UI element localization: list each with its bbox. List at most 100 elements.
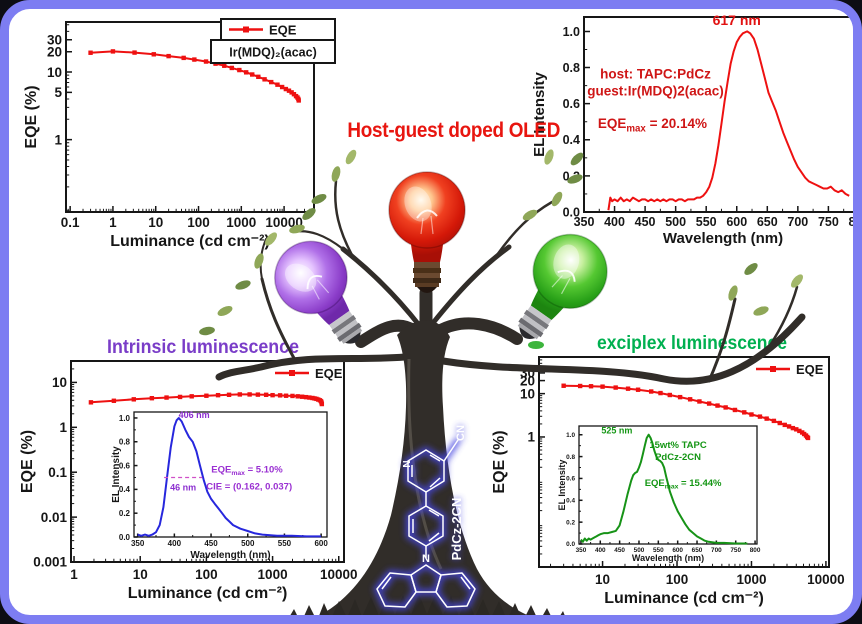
svg-text:350: 350: [131, 539, 145, 548]
svg-text:450: 450: [204, 539, 218, 548]
svg-text:1: 1: [109, 215, 117, 230]
series: [561, 383, 811, 441]
green-bulb-icon: [510, 220, 622, 340]
grass-dark: [290, 594, 565, 615]
leaf-icon: [235, 280, 251, 290]
legend: EQE: [275, 366, 343, 381]
leaf-icon: [265, 232, 277, 246]
svg-text:N: N: [422, 553, 430, 565]
leaf-icon: [311, 194, 327, 204]
svg-text:800: 800: [750, 547, 761, 554]
leaf-icon: [199, 326, 215, 336]
svg-text:Wavelength (nm): Wavelength (nm): [632, 553, 704, 563]
svg-text:EQE: EQE: [315, 366, 343, 381]
leaf-icon: [331, 166, 341, 182]
tree-leaves: [199, 149, 803, 349]
leaf-icon: [551, 191, 563, 207]
svg-text:350: 350: [576, 547, 587, 554]
chart-intrinsic-eqe: 1 10 100 1000 10000 10 1 0.1 0.01 0.001 Luminance …: [19, 337, 358, 602]
svg-text:1000: 1000: [258, 567, 288, 582]
leaf-icon: [570, 152, 584, 166]
chart-title: exciplex luminescence: [597, 333, 787, 354]
svg-text:EQEmax = 15.44%: EQEmax = 15.44%: [645, 478, 722, 490]
series: [580, 433, 748, 545]
svg-text:EQE: EQE: [269, 23, 297, 38]
svg-text:Ir(MDQ)₂(acac): Ir(MDQ)₂(acac): [229, 46, 317, 60]
svg-text:500: 500: [241, 539, 255, 548]
svg-text:EQE: EQE: [796, 362, 824, 377]
svg-text:100: 100: [666, 572, 689, 587]
svg-text:CN: CN: [455, 425, 467, 441]
leaf-icon: [522, 209, 538, 221]
svg-text:750: 750: [730, 547, 741, 554]
series: [137, 417, 322, 538]
svg-text:10: 10: [47, 65, 62, 80]
svg-text:600: 600: [726, 215, 747, 229]
svg-text:1.0: 1.0: [566, 432, 575, 439]
chart-host-guest-el-spectrum: 3504004505005506006507007508000.00.20.40…: [531, 12, 853, 247]
svg-text:0.6: 0.6: [119, 461, 131, 470]
svg-text:400: 400: [604, 215, 625, 229]
svg-text:0.1: 0.1: [48, 465, 67, 480]
svg-text:CN: CN: [455, 425, 467, 441]
plot-bl_inset: 350 400 450 500 550 600 0.0 0.2 0.4 0.6 0.8 1.0 Wave…: [111, 410, 328, 561]
svg-text:Luminance (cd cm⁻²): Luminance (cd cm⁻²): [110, 233, 270, 250]
svg-text:700: 700: [711, 547, 722, 554]
leaf-icon: [289, 224, 305, 234]
svg-text:10: 10: [520, 386, 535, 401]
purple-bulb-icon: [260, 227, 369, 344]
svg-text:350: 350: [574, 215, 595, 229]
svg-text:0.6: 0.6: [563, 97, 580, 111]
svg-text:EQE (%): EQE (%): [23, 85, 40, 148]
leaf-icon: [728, 285, 738, 301]
svg-text:500: 500: [634, 547, 645, 554]
svg-text:0.8: 0.8: [563, 61, 580, 75]
svg-text:0.4: 0.4: [566, 498, 575, 505]
svg-text:600: 600: [314, 539, 328, 548]
svg-text:0.1: 0.1: [61, 215, 80, 230]
svg-text:100: 100: [187, 215, 210, 230]
svg-text:EQE (%): EQE (%): [19, 430, 36, 493]
leaf-icon: [254, 253, 264, 269]
chart-title: Intrinsic luminescence: [107, 337, 299, 358]
svg-text:1: 1: [54, 132, 62, 147]
svg-text:host: TAPC:PdCz: host: TAPC:PdCz: [600, 66, 711, 81]
svg-text:550: 550: [696, 215, 717, 229]
svg-text:617 nm: 617 nm: [713, 12, 761, 28]
svg-text:400: 400: [595, 547, 606, 554]
svg-text:EQEmax = 20.14%: EQEmax = 20.14%: [598, 116, 707, 134]
series: [607, 30, 850, 211]
axes: 1 10 100 1000 10000 10 1 0.1 0.01 0.001: [33, 368, 358, 582]
svg-text:Wavelength (nm): Wavelength (nm): [190, 550, 270, 561]
svg-text:0.4: 0.4: [119, 485, 131, 494]
molecule-lines: N CN N PdCz-2CN: [376, 425, 476, 608]
svg-text:1.0: 1.0: [119, 414, 131, 423]
svg-text:0.2: 0.2: [566, 519, 575, 526]
leaf-icon: [567, 174, 583, 184]
svg-text:CIE = (0.162, 0.037): CIE = (0.162, 0.037): [206, 481, 292, 492]
svg-text:1: 1: [70, 567, 78, 582]
svg-text:550: 550: [278, 539, 292, 548]
svg-text:10: 10: [133, 567, 148, 582]
series: [88, 49, 301, 103]
svg-text:5: 5: [54, 85, 62, 100]
leaf-icon: [345, 149, 357, 165]
svg-text:600: 600: [672, 547, 683, 554]
svg-text:Luminance (cd cm⁻²): Luminance (cd cm⁻²): [604, 590, 764, 607]
svg-text:700: 700: [787, 215, 808, 229]
svg-text:1.0: 1.0: [563, 25, 580, 39]
center-title: Host-guest doped OLED: [347, 119, 561, 142]
svg-text:450: 450: [635, 215, 656, 229]
svg-text:0.0: 0.0: [119, 533, 131, 542]
svg-text:PdCz-2CN: PdCz-2CN: [449, 498, 464, 561]
red-bulb-icon: [388, 171, 466, 293]
svg-text:N: N: [402, 460, 413, 467]
svg-text:20: 20: [520, 373, 535, 388]
